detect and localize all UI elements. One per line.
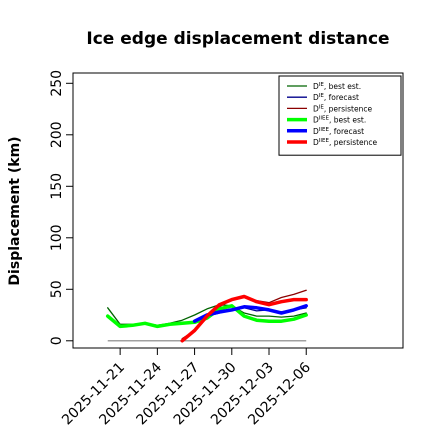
y-tick-label: 200 — [49, 121, 65, 148]
chart-title: Ice edge displacement distance — [86, 29, 389, 49]
series-lines — [108, 290, 307, 341]
y-tick-label: 100 — [49, 224, 65, 251]
y-tick-label: 150 — [49, 173, 65, 200]
y-tick-label: 250 — [49, 70, 65, 97]
y-tick-label: 50 — [49, 280, 65, 298]
y-axis-label: Displacement (km) — [7, 136, 23, 285]
y-axis: 0 50 100 150 200 250 — [49, 70, 73, 345]
y-tick-label: 0 — [49, 336, 65, 345]
x-axis: 2025-11-212025-11-242025-11-272025-11-30… — [59, 348, 314, 428]
